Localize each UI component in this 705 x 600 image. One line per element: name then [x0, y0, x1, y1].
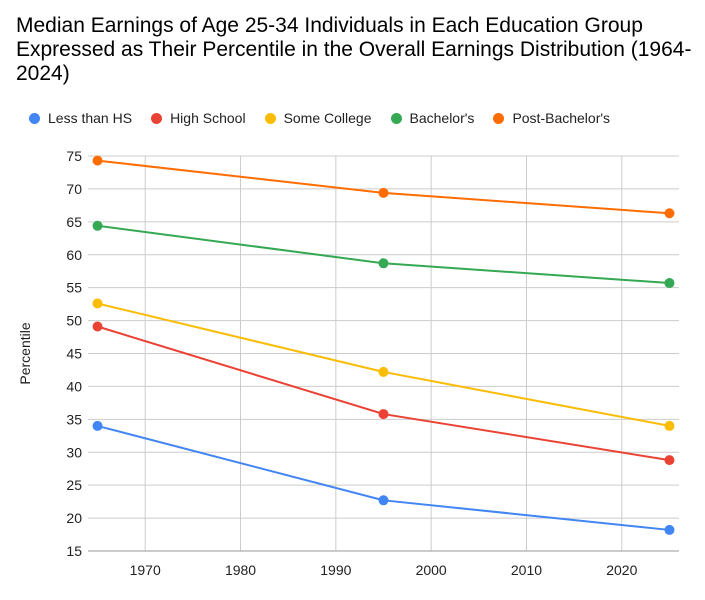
x-tick-label: 1980 — [225, 562, 256, 578]
data-point — [664, 420, 675, 431]
legend-label: Bachelor's — [409, 110, 475, 126]
data-point — [92, 321, 103, 332]
legend-label: Some College — [283, 110, 372, 126]
y-tick-label: 70 — [66, 181, 82, 197]
legend-marker-icon — [29, 112, 40, 124]
data-point — [92, 298, 103, 309]
data-point — [92, 420, 103, 431]
y-tick-label: 55 — [66, 280, 82, 296]
series-line — [97, 159, 670, 215]
series-line — [97, 325, 670, 462]
legend-item[interactable]: Bachelor's — [390, 110, 475, 126]
legend-item[interactable]: Less than HS — [29, 110, 132, 126]
legend-marker-icon — [264, 112, 276, 124]
legend-item[interactable]: Post-Bachelor's — [493, 110, 610, 126]
x-tick-label: 2000 — [416, 562, 447, 578]
y-tick-label: 35 — [66, 411, 82, 427]
chart-title: Median Earnings of Age 25-34 Individuals… — [16, 14, 692, 85]
y-tick-label: 15 — [66, 543, 82, 559]
data-point — [664, 524, 675, 535]
y-tick-label: 45 — [66, 346, 82, 362]
y-tick-label: 50 — [66, 313, 82, 329]
data-point — [92, 220, 103, 231]
y-tick-label: 30 — [66, 444, 82, 460]
x-tick-label: 2010 — [511, 562, 542, 578]
series-line — [97, 424, 670, 531]
x-tick-label: 1990 — [320, 562, 351, 578]
data-point — [378, 409, 389, 420]
legend-item[interactable]: Some College — [264, 110, 372, 126]
data-point — [378, 366, 389, 377]
data-point — [378, 187, 389, 198]
y-tick-label: 40 — [66, 378, 82, 394]
data-point — [664, 208, 675, 219]
y-axis-label: Percentile — [17, 322, 33, 384]
y-tick-label: 60 — [66, 247, 82, 263]
x-tick-label: 2020 — [606, 562, 637, 578]
series-line — [97, 302, 670, 427]
data-point — [664, 455, 675, 466]
legend-label: Less than HS — [48, 110, 133, 126]
legend-marker-icon — [390, 112, 402, 124]
legend-marker-icon — [151, 112, 163, 124]
legend: Less than HS High School Some College Bache… — [29, 110, 629, 126]
data-point — [92, 155, 103, 166]
data-point — [378, 258, 389, 269]
legend-label: High School — [170, 110, 246, 126]
legend-marker-icon — [493, 112, 505, 124]
data-point — [378, 495, 389, 506]
y-tick-label: 75 — [66, 148, 82, 164]
y-tick-label: 20 — [66, 510, 82, 526]
y-tick-label: 25 — [66, 477, 82, 493]
legend-item[interactable]: High School — [151, 110, 246, 126]
y-tick-label: 65 — [66, 214, 82, 230]
legend-label: Post-Bachelor's — [512, 110, 611, 126]
data-point — [664, 278, 675, 289]
x-tick-label: 1970 — [130, 562, 161, 578]
